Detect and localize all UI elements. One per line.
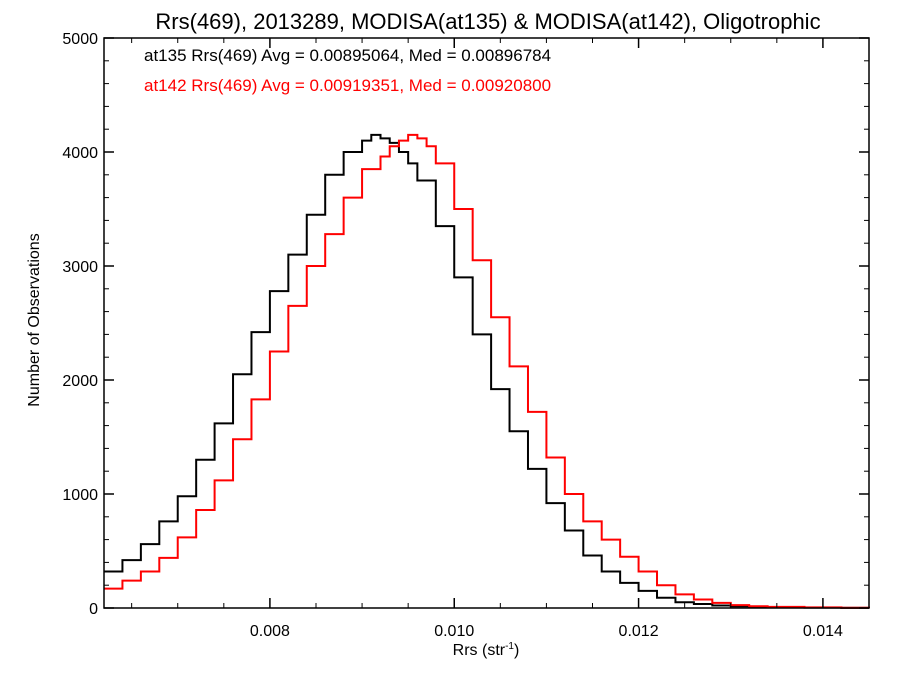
x-tick-label: 0.010 xyxy=(434,623,474,640)
series-line-at135 xyxy=(104,133,870,609)
series-layer xyxy=(104,133,870,609)
y-tick-label: 0 xyxy=(89,601,98,618)
x-axis-label-main: Rrs (str xyxy=(453,642,506,659)
y-tick-label: 5000 xyxy=(62,31,98,48)
x-axis-label: Rrs (str-1) xyxy=(453,641,520,659)
y-axis-label: Number of Observations xyxy=(26,233,43,406)
axes-layer: 0.008 0.010 0.012 0.014 0 1000 2000 3000 4000 500… xyxy=(62,31,870,640)
x-tick-label: 0.014 xyxy=(803,623,843,640)
series-line-at142 xyxy=(104,133,870,609)
y-tick-label: 4000 xyxy=(62,145,98,162)
y-tick-label: 2000 xyxy=(62,373,98,390)
x-tick-label: 0.012 xyxy=(619,623,659,640)
y-tick-label: 3000 xyxy=(62,259,98,276)
plot-frame xyxy=(103,37,870,609)
x-axis-label-suffix: ) xyxy=(514,642,519,659)
legend-entry-at135: at135 Rrs(469) Avg = 0.00895064, Med = 0… xyxy=(144,46,551,65)
x-tick-label: 0.008 xyxy=(250,623,290,640)
x-axis-label-sup: -1 xyxy=(505,641,514,652)
legend-entry-at142: at142 Rrs(469) Avg = 0.00919351, Med = 0… xyxy=(144,76,551,95)
chart-title: Rrs(469), 2013289, MODISA(at135) & MODIS… xyxy=(155,9,820,34)
y-tick-label: 1000 xyxy=(62,487,98,504)
